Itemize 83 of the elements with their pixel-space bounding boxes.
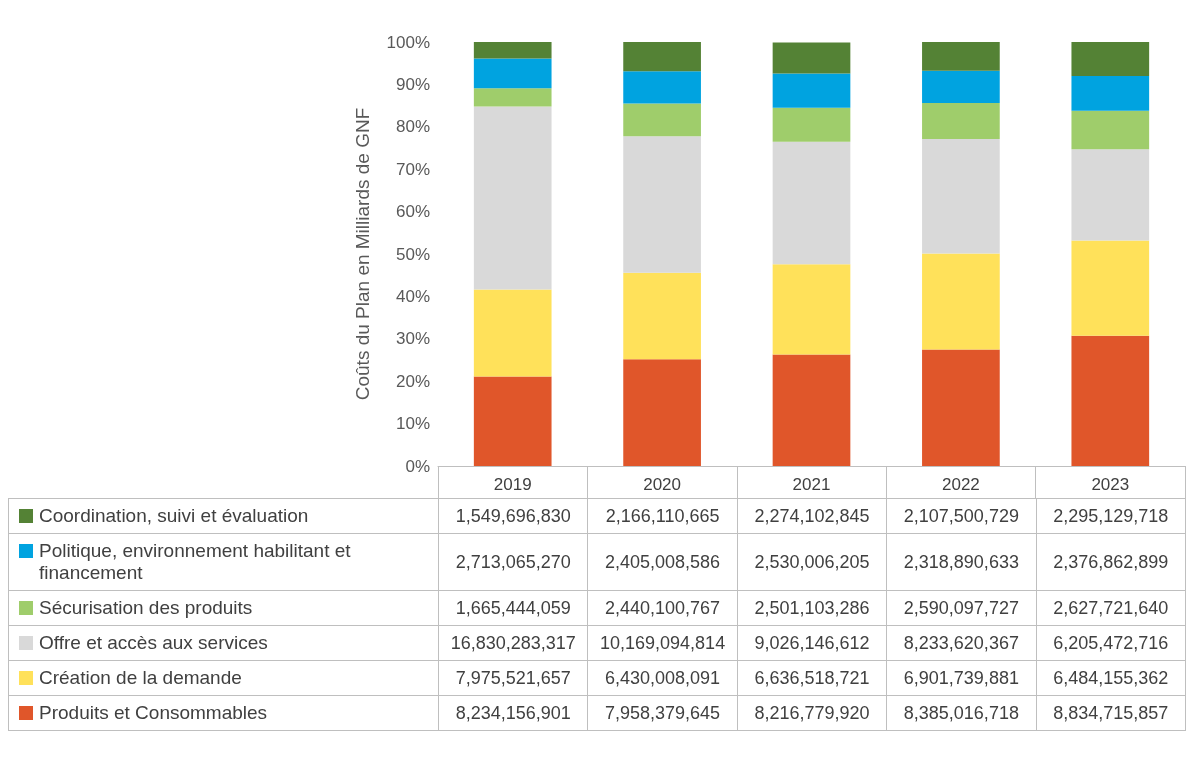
x-tick-label: 2022	[941, 475, 980, 494]
bar	[1071, 42, 1150, 76]
text: 8,216,779,920	[737, 695, 887, 731]
text: 2,274,102,845	[737, 498, 887, 534]
bar	[473, 42, 552, 59]
legend-label: Coordination, suivi et évaluation	[39, 505, 309, 527]
text: 8,385,016,718	[886, 695, 1037, 731]
text: 2,376,862,899	[1036, 533, 1186, 591]
text: 2,590,097,727	[886, 590, 1037, 626]
y-tick-label: 50%	[395, 244, 430, 264]
bar	[473, 88, 552, 107]
text: 2,318,890,633	[886, 533, 1037, 591]
legend-label: Offre et accès aux services	[39, 632, 268, 654]
x-tick-label: 2021	[792, 475, 831, 494]
y-tick-label: 30%	[395, 329, 430, 349]
text: 8,834,715,857	[1036, 695, 1186, 731]
text: 2,107,500,729	[886, 498, 1037, 534]
text: 6,430,008,091	[587, 660, 738, 696]
bar	[1071, 240, 1150, 336]
bar	[623, 359, 701, 466]
text: 2,405,008,586	[587, 533, 738, 591]
text: 6,636,518,721	[737, 660, 887, 696]
text: 2,713,065,270	[438, 533, 588, 591]
text: 1,665,444,059	[438, 590, 588, 626]
bar	[922, 42, 1000, 71]
y-tick-label: 70%	[395, 159, 430, 179]
text: 9,026,146,612	[737, 625, 887, 661]
text: 2,295,129,718	[1036, 498, 1186, 534]
y-tick-label: 10%	[395, 414, 430, 434]
bar	[473, 376, 552, 466]
bar	[623, 103, 701, 137]
text: 7,975,521,657	[438, 660, 588, 696]
text: 2,166,110,665	[587, 498, 738, 534]
text: 1,549,696,830	[438, 498, 588, 534]
text: 10,169,094,814	[587, 625, 738, 661]
bar	[1071, 335, 1150, 466]
y-tick-label: 0%	[405, 456, 430, 476]
text: 8,233,620,367	[886, 625, 1037, 661]
bar	[473, 106, 552, 290]
y-tick-label: 40%	[395, 286, 430, 306]
y-tick-label: 90%	[395, 74, 430, 94]
y-tick-label: 100%	[386, 32, 430, 52]
text: 2,501,103,286	[737, 590, 887, 626]
x-tick-label: 2020	[643, 475, 682, 494]
bar	[922, 103, 1000, 140]
bar	[772, 73, 851, 108]
bar	[1071, 149, 1150, 241]
text: 6,484,155,362	[1036, 660, 1186, 696]
text: 6,205,472,716	[1036, 625, 1186, 661]
bar	[772, 354, 851, 466]
legend-label: Politique, environnement habilitant et financement	[39, 540, 352, 584]
y-tick-label: 20%	[395, 371, 430, 391]
legend-label: Sécurisation des produits	[39, 597, 253, 619]
text: 2,627,721,640	[1036, 590, 1186, 626]
text: 8,234,156,901	[438, 695, 588, 731]
bar	[623, 71, 701, 104]
x-tick-label: 2023	[1091, 475, 1130, 494]
bar	[473, 289, 552, 377]
bar	[772, 42, 851, 74]
text: 16,830,283,317	[438, 625, 588, 661]
bar	[922, 349, 1000, 466]
bar	[623, 272, 701, 360]
x-tick-label: 2019	[493, 475, 532, 494]
legend-label: Produits et Consommables	[39, 702, 268, 724]
bar	[623, 136, 701, 273]
bar	[623, 42, 701, 72]
bar	[772, 264, 851, 355]
bar	[473, 58, 552, 89]
bar	[1071, 110, 1150, 150]
legend-label: Création de la demande	[39, 667, 242, 689]
bar	[922, 139, 1000, 254]
text: 2,440,100,767	[587, 590, 738, 626]
y-axis-title: Coûts du Plan en Milliards de GNF	[352, 107, 373, 401]
bar	[772, 141, 851, 265]
text: 6,901,739,881	[886, 660, 1037, 696]
y-tick-label: 80%	[395, 117, 430, 137]
text: 2,530,006,205	[737, 533, 887, 591]
bar	[922, 70, 1000, 104]
bar	[772, 107, 851, 142]
bar	[1071, 75, 1150, 111]
text: 7,958,379,645	[587, 695, 738, 731]
y-tick-label: 60%	[395, 202, 430, 222]
bar	[922, 253, 1000, 350]
